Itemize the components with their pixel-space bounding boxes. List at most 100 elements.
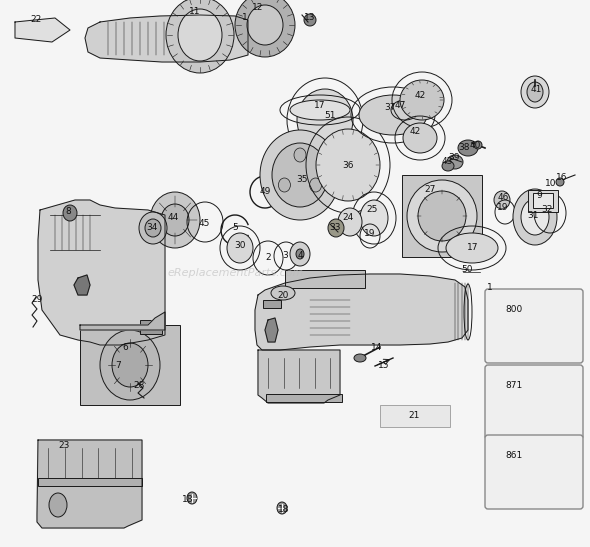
Text: 34: 34 — [146, 224, 158, 232]
Text: 29: 29 — [31, 295, 42, 305]
Text: 28: 28 — [133, 381, 145, 389]
Ellipse shape — [513, 189, 557, 245]
Ellipse shape — [290, 100, 350, 120]
Text: 45: 45 — [198, 219, 209, 229]
Text: 42: 42 — [409, 127, 421, 137]
Ellipse shape — [359, 95, 427, 135]
Text: 1: 1 — [487, 283, 493, 293]
Ellipse shape — [63, 205, 77, 221]
Text: 44: 44 — [168, 213, 179, 223]
Ellipse shape — [458, 140, 478, 156]
Ellipse shape — [523, 385, 547, 405]
Ellipse shape — [178, 9, 222, 61]
Text: 36: 36 — [342, 160, 354, 170]
Ellipse shape — [271, 286, 295, 300]
Text: 3: 3 — [282, 251, 288, 259]
Text: 12: 12 — [253, 3, 264, 13]
Text: 35: 35 — [296, 176, 308, 184]
Ellipse shape — [442, 161, 454, 171]
Bar — [402, 175, 482, 257]
FancyBboxPatch shape — [485, 435, 583, 509]
Ellipse shape — [494, 191, 510, 209]
Ellipse shape — [260, 130, 340, 220]
Bar — [533, 193, 553, 208]
Ellipse shape — [161, 204, 189, 236]
Text: 49: 49 — [260, 188, 271, 196]
Polygon shape — [38, 200, 165, 345]
Text: 19: 19 — [497, 203, 509, 212]
Polygon shape — [85, 15, 248, 62]
Text: 13: 13 — [304, 14, 316, 22]
Text: 38: 38 — [458, 143, 470, 153]
Text: 31: 31 — [527, 211, 539, 219]
Ellipse shape — [290, 242, 310, 266]
Text: 24: 24 — [342, 213, 353, 223]
Ellipse shape — [354, 354, 366, 362]
Ellipse shape — [360, 200, 388, 236]
Bar — [38, 478, 142, 486]
Text: eReplacementParts.com: eReplacementParts.com — [168, 269, 304, 278]
Text: 15: 15 — [378, 360, 390, 370]
Ellipse shape — [187, 492, 197, 504]
Polygon shape — [80, 312, 165, 330]
Ellipse shape — [400, 80, 444, 120]
Bar — [500, 448, 568, 498]
Ellipse shape — [227, 233, 253, 263]
Polygon shape — [255, 274, 468, 350]
Ellipse shape — [556, 178, 564, 186]
Text: 18: 18 — [278, 505, 290, 515]
Text: 1: 1 — [242, 14, 248, 22]
Text: 19: 19 — [364, 229, 376, 237]
Ellipse shape — [521, 76, 549, 108]
Text: 8: 8 — [65, 207, 71, 217]
Text: 17: 17 — [314, 101, 326, 109]
Bar — [80, 325, 180, 405]
Text: 47: 47 — [394, 101, 406, 109]
Text: 22: 22 — [30, 15, 42, 25]
Ellipse shape — [310, 178, 322, 192]
Bar — [266, 394, 342, 402]
Text: 41: 41 — [530, 85, 542, 95]
Text: 10: 10 — [545, 178, 557, 188]
Text: 18: 18 — [182, 496, 194, 504]
Text: 50: 50 — [461, 265, 473, 275]
Ellipse shape — [446, 233, 498, 263]
Ellipse shape — [447, 155, 463, 169]
Polygon shape — [265, 318, 278, 342]
Text: 6: 6 — [122, 342, 128, 352]
Ellipse shape — [112, 343, 148, 387]
Bar — [380, 405, 450, 427]
Ellipse shape — [338, 208, 362, 236]
Ellipse shape — [49, 493, 67, 517]
Text: 17: 17 — [467, 243, 478, 253]
Text: 46: 46 — [497, 194, 509, 202]
Ellipse shape — [328, 219, 344, 237]
Bar — [140, 320, 162, 334]
Text: 42: 42 — [414, 90, 425, 100]
Text: 20: 20 — [277, 290, 289, 300]
Text: 871: 871 — [506, 381, 523, 389]
Ellipse shape — [145, 219, 161, 237]
Text: 16: 16 — [556, 172, 568, 182]
Text: 861: 861 — [506, 451, 523, 459]
Text: 23: 23 — [58, 440, 70, 450]
Polygon shape — [15, 18, 70, 42]
Ellipse shape — [247, 5, 283, 45]
Ellipse shape — [527, 82, 543, 102]
Ellipse shape — [407, 180, 477, 252]
Bar — [503, 451, 565, 491]
Ellipse shape — [316, 129, 380, 201]
Text: 43: 43 — [441, 158, 453, 166]
Ellipse shape — [296, 249, 304, 259]
Ellipse shape — [418, 191, 466, 241]
Ellipse shape — [272, 143, 328, 207]
Text: 5: 5 — [232, 223, 238, 231]
Ellipse shape — [304, 14, 316, 26]
Polygon shape — [37, 440, 142, 528]
FancyBboxPatch shape — [485, 365, 583, 439]
Bar — [263, 300, 281, 308]
Ellipse shape — [150, 192, 200, 248]
Text: 30: 30 — [234, 241, 246, 249]
Ellipse shape — [297, 89, 353, 151]
Ellipse shape — [403, 123, 437, 153]
